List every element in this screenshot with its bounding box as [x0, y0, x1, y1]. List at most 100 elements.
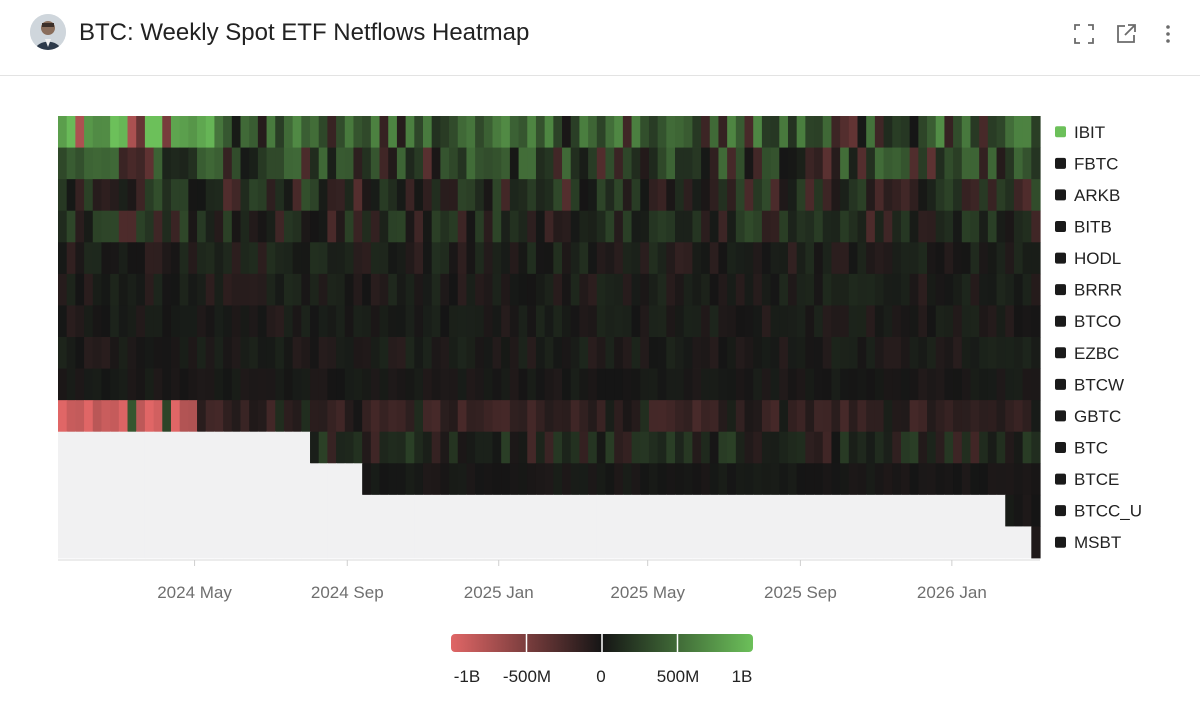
heatmap-cell [205, 210, 216, 243]
heatmap-cell [283, 368, 294, 401]
heatmap-cell [118, 494, 129, 527]
heatmap-cell [527, 147, 537, 180]
legend-item-gbtc[interactable]: GBTC [1055, 407, 1121, 426]
heatmap-cell [483, 368, 494, 401]
heatmap-cell [787, 526, 798, 559]
heatmap-cell [501, 337, 511, 369]
legend-item-btcc_u[interactable]: BTCC_U [1055, 502, 1142, 521]
heatmap-cell [570, 305, 581, 338]
heatmap-cell [518, 463, 528, 496]
more-vertical-icon[interactable] [1155, 21, 1181, 47]
heatmap-cell [744, 431, 754, 464]
heatmap-cell [492, 463, 502, 496]
heatmap-cell [75, 116, 85, 148]
heatmap-cell [544, 305, 554, 338]
heatmap-cell [918, 526, 928, 559]
heatmap-cell [770, 147, 780, 180]
heatmap-cell [961, 147, 972, 180]
heatmap-cell [257, 400, 268, 433]
heatmap-cell [970, 210, 980, 243]
heatmap-cell [353, 494, 363, 527]
heatmap-cell [796, 210, 806, 243]
heatmap-cell [353, 210, 363, 243]
heatmap-cell [927, 494, 937, 527]
heatmap-cell [318, 147, 328, 180]
colorbar-tick-label: 500M [657, 667, 700, 686]
legend-item-hodl[interactable]: HODL [1055, 249, 1121, 268]
legend-item-brrr[interactable]: BRRR [1055, 281, 1122, 300]
heatmap-cell [666, 431, 676, 464]
legend-item-bitb[interactable]: BITB [1055, 218, 1112, 237]
heatmap-cell [240, 368, 250, 401]
heatmap-cell [605, 305, 615, 338]
heatmap-cell [101, 305, 111, 338]
legend-item-arkb[interactable]: ARKB [1055, 186, 1120, 205]
heatmap-cell [527, 242, 537, 275]
heatmap-cell [231, 337, 242, 369]
heatmap-cell [579, 431, 589, 464]
heatmap-cell [327, 463, 337, 496]
heatmap-cell [414, 210, 424, 243]
heatmap-cell [596, 242, 607, 275]
heatmap-cell [648, 368, 659, 401]
heatmap-cell [666, 368, 676, 401]
heatmap-cell [918, 337, 928, 369]
legend-item-msbt[interactable]: MSBT [1055, 533, 1121, 552]
heatmap-cell [301, 337, 311, 369]
heatmap-cell [892, 116, 902, 148]
heatmap-cell [796, 431, 806, 464]
heatmap-cell [353, 305, 363, 338]
open-external-icon[interactable] [1113, 21, 1139, 47]
heatmap-cell [553, 305, 563, 338]
heatmap-cell [822, 273, 833, 306]
heatmap-cell [396, 179, 407, 212]
heatmap-cell [197, 179, 207, 212]
heatmap-cell [66, 273, 76, 306]
heatmap-cell [336, 210, 346, 243]
heatmap-cell [197, 305, 207, 338]
expand-icon[interactable] [1071, 21, 1097, 47]
heatmap-cell [787, 337, 798, 369]
heatmap-cell [614, 526, 624, 559]
heatmap-cell [283, 242, 294, 275]
heatmap-cell [588, 400, 598, 433]
legend-item-btc[interactable]: BTC [1055, 439, 1108, 458]
heatmap-cell [457, 210, 468, 243]
heatmap-cell [909, 400, 919, 433]
heatmap-cell [866, 337, 876, 369]
heatmap-cell [657, 400, 667, 433]
heatmap-cell [814, 337, 824, 369]
heatmap-cell [770, 431, 780, 464]
heatmap-cell [318, 116, 328, 148]
legend-item-ibit[interactable]: IBIT [1055, 123, 1105, 142]
heatmap-cell [535, 305, 546, 338]
heatmap-cell [318, 337, 328, 369]
legend-item-btco[interactable]: BTCO [1055, 312, 1121, 331]
heatmap-cell [440, 337, 450, 369]
heatmap-cell [970, 431, 980, 464]
heatmap-cell [944, 305, 954, 338]
series-legend[interactable]: IBIT FBTC ARKB BITB HODL BRRR BTCO EZBC BTCW GBTC… [1055, 123, 1142, 552]
heatmap-cell [553, 210, 563, 243]
heatmap-cell [970, 242, 980, 275]
heatmap-cell [440, 273, 450, 306]
heatmap-cell [866, 179, 876, 212]
legend-item-fbtc[interactable]: FBTC [1055, 154, 1118, 173]
heatmap-cell [727, 494, 737, 527]
heatmap-cell [379, 273, 389, 306]
heatmap-cell [953, 242, 963, 275]
heatmap-cell [457, 337, 468, 369]
heatmap-cell [692, 494, 702, 527]
legend-label: BTCW [1074, 375, 1124, 394]
heatmap-cell [388, 494, 398, 527]
heatmap-cell [110, 368, 120, 401]
heatmap-cell [657, 179, 667, 212]
heatmap-cell [735, 463, 746, 496]
heatmap-cell [396, 337, 407, 369]
legend-item-ezbc[interactable]: EZBC [1055, 344, 1119, 363]
heatmap-cell [987, 242, 998, 275]
legend-item-btcw[interactable]: BTCW [1055, 375, 1124, 394]
legend-item-btce[interactable]: BTCE [1055, 470, 1119, 489]
heatmap-cell [953, 305, 963, 338]
heatmap-cell [301, 431, 311, 464]
